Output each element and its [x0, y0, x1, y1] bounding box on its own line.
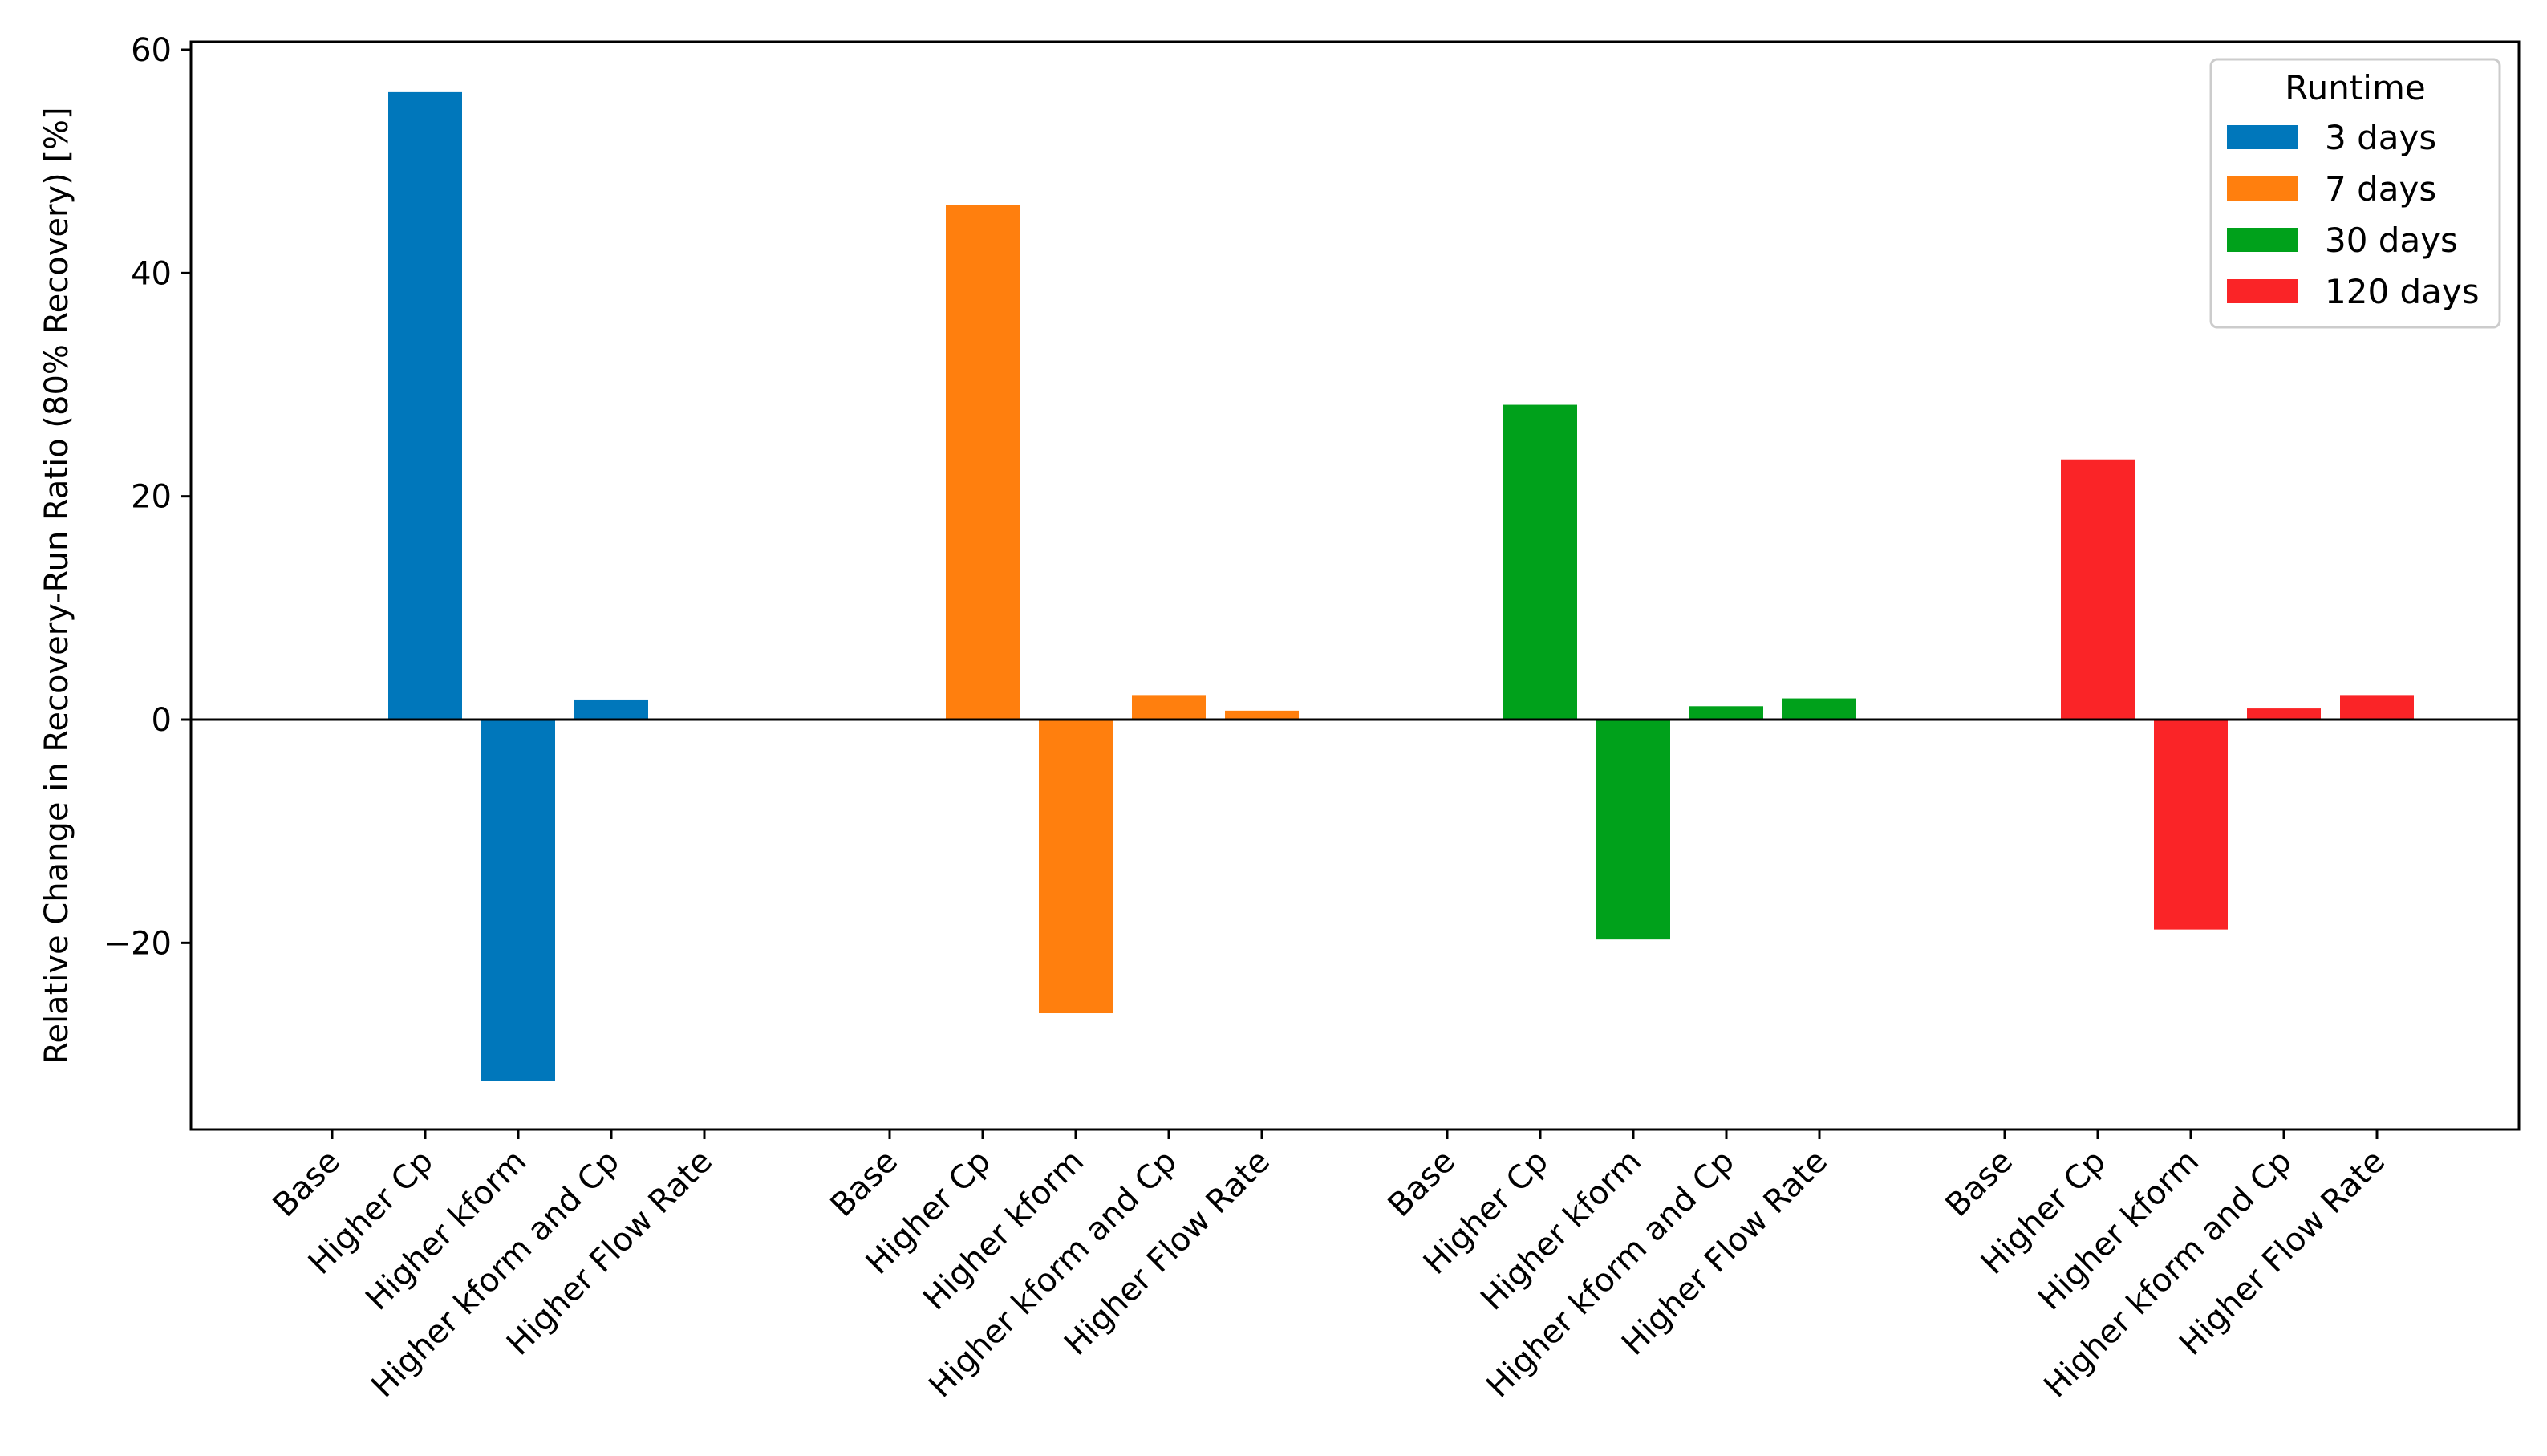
- bar: [1596, 720, 1670, 940]
- legend-swatch: [2227, 279, 2298, 303]
- x-tick-label: Higher kform: [359, 1143, 533, 1318]
- bar: [1782, 698, 1856, 720]
- legend-swatch: [2227, 125, 2298, 149]
- legend-label: 120 days: [2325, 272, 2480, 311]
- bar: [1689, 706, 1763, 720]
- bar: [2340, 695, 2414, 720]
- legend-title: Runtime: [2285, 68, 2425, 107]
- bar: [388, 91, 462, 720]
- bar: [574, 699, 648, 720]
- x-tick-label: Base: [1381, 1143, 1462, 1224]
- bar: [2154, 720, 2228, 930]
- y-axis-label: Relative Change in Recovery-Run Ratio (8…: [39, 107, 75, 1064]
- x-tick-label: Higher kform: [1474, 1143, 1649, 1318]
- bars-layer: [388, 91, 2414, 1081]
- y-tick-label: 60: [131, 32, 172, 69]
- legend-label: 7 days: [2325, 169, 2436, 209]
- bar: [1503, 404, 1577, 720]
- legend-swatch: [2227, 176, 2298, 201]
- y-tick-label: 20: [131, 479, 172, 516]
- bar: [1039, 720, 1113, 1014]
- legend-label: 30 days: [2325, 221, 2458, 260]
- x-tick-label: Base: [266, 1143, 347, 1224]
- bar: [2247, 708, 2321, 720]
- legend-label: 3 days: [2325, 118, 2436, 157]
- x-tick-label: Base: [1939, 1143, 2020, 1224]
- bar: [1132, 695, 1206, 720]
- y-tick-label: −20: [104, 925, 172, 962]
- y-axis: −20 0 20 40 60: [104, 32, 191, 962]
- x-tick-label: Higher kform: [2031, 1143, 2206, 1318]
- x-tick-label: Higher kform: [916, 1143, 1091, 1318]
- legend: Runtime 3 days 7 days 30 days 120 days: [2209, 58, 2501, 329]
- bar: [946, 205, 1020, 720]
- legend-swatch: [2227, 228, 2298, 252]
- x-tick-label: Base: [824, 1143, 905, 1224]
- y-tick-label: 40: [131, 255, 172, 292]
- bar: [2061, 459, 2135, 720]
- bar: [1225, 710, 1299, 720]
- bar: [481, 720, 555, 1081]
- y-tick-label: 0: [152, 702, 172, 739]
